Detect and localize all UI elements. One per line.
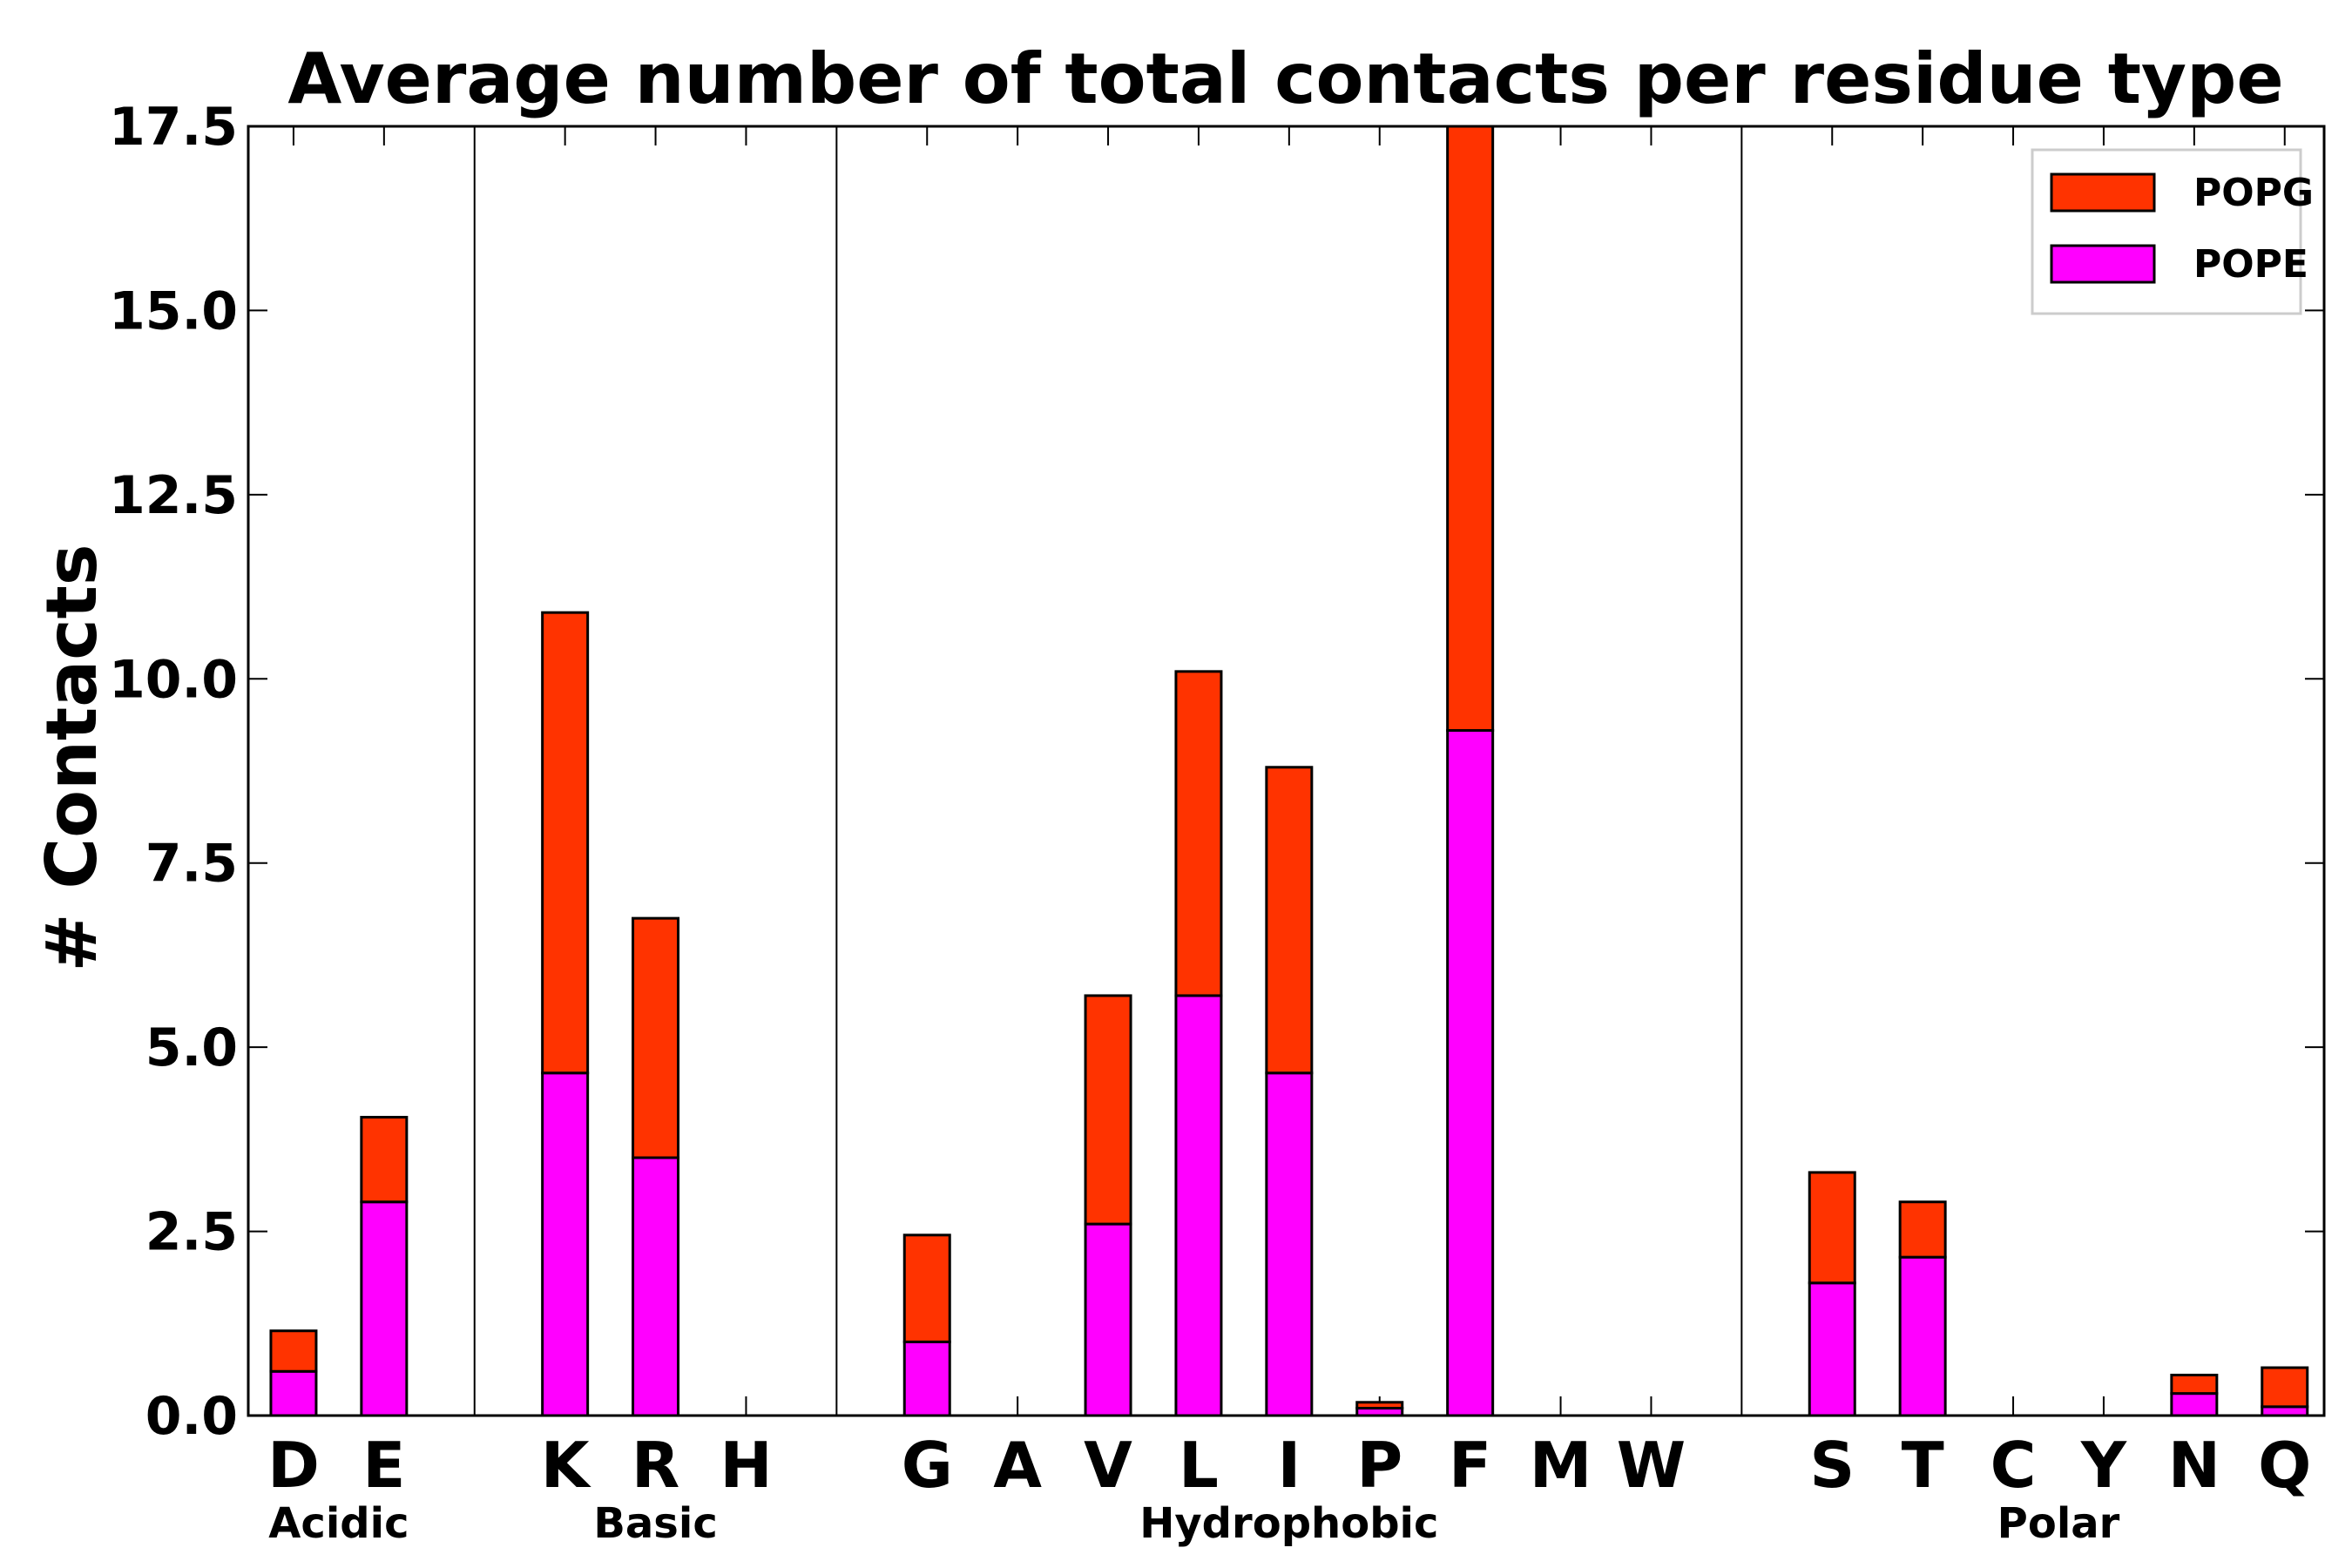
y-tick-label: 7.5 — [145, 834, 238, 895]
x-tick-label-C: C — [1990, 1429, 2037, 1502]
x-tick-label-L: L — [1179, 1429, 1219, 1502]
bar-T-pope — [1898, 1255, 1947, 1417]
x-tick-label-M: M — [1530, 1429, 1592, 1502]
bar-S-popg — [1808, 1171, 1856, 1285]
x-tick-label-Q: Q — [2258, 1429, 2311, 1502]
legend-label-pope: POPE — [2193, 242, 2308, 287]
group-label-polar: Polar — [1997, 1499, 2120, 1548]
x-tick-label-P: P — [1356, 1429, 1402, 1502]
x-tick-label-G: G — [902, 1429, 953, 1502]
x-tick-label-H: H — [720, 1429, 772, 1502]
x-tick-label-N: N — [2168, 1429, 2220, 1502]
y-tick-label: 15.0 — [109, 280, 238, 341]
bar-T-popg — [1898, 1200, 1947, 1259]
x-tick-label-A: A — [993, 1429, 1042, 1502]
bar-N-pope — [2170, 1392, 2219, 1417]
bar-R-pope — [632, 1156, 680, 1417]
x-tick-label-D: D — [267, 1429, 320, 1502]
y-tick-label: 10.0 — [109, 649, 238, 710]
chart-title: Average number of total contacts per res… — [287, 38, 2283, 119]
y-axis-label: # Contacts — [31, 544, 112, 971]
x-tick-label-I: I — [1277, 1429, 1301, 1502]
x-tick-label-R: R — [632, 1429, 679, 1502]
x-tick-label-W: W — [1617, 1429, 1686, 1502]
x-tick-label-T: T — [1902, 1429, 1944, 1502]
bar-Q-popg — [2261, 1366, 2309, 1409]
y-tick-label: 12.5 — [109, 465, 238, 526]
group-label-hydrophobic: Hydrophobic — [1139, 1499, 1438, 1548]
bar-K-popg — [541, 611, 590, 1075]
bar-S-pope — [1808, 1281, 1856, 1417]
x-tick-label-S: S — [1809, 1429, 1855, 1502]
bar-Q-pope — [2261, 1405, 2309, 1417]
bar-F-popg — [1446, 125, 1495, 732]
group-label-basic: Basic — [593, 1499, 717, 1548]
y-tick-label: 0.0 — [145, 1386, 238, 1447]
plot-area: 0.0 2.5 5.0 7.5 10.0 12.5 15.0 17.5 D E K R H G A V L I P F… — [109, 97, 2326, 1548]
bar-R-popg — [632, 916, 680, 1159]
bar-F-pope — [1446, 728, 1495, 1417]
bar-G-pope — [902, 1340, 951, 1417]
legend-label-popg: POPG — [2193, 171, 2314, 215]
bar-K-pope — [541, 1071, 590, 1417]
x-tick-label-F: F — [1449, 1429, 1491, 1502]
legend-swatch-popg — [2050, 172, 2156, 213]
bar-I-popg — [1265, 766, 1314, 1075]
y-tick-label: 2.5 — [145, 1202, 238, 1263]
bar-N-popg — [2170, 1373, 2219, 1396]
bar-L-popg — [1174, 670, 1223, 997]
x-tick-label-E: E — [362, 1429, 405, 1502]
bar-V-popg — [1084, 994, 1132, 1226]
bar-I-pope — [1265, 1071, 1314, 1417]
group-label-acidic: Acidic — [268, 1499, 409, 1548]
bar-V-pope — [1084, 1222, 1132, 1417]
bar-D-popg — [269, 1329, 318, 1373]
plot-frame — [247, 125, 2326, 1417]
x-tick-label-K: K — [541, 1429, 591, 1502]
bar-D-pope — [269, 1369, 318, 1417]
bar-E-popg — [360, 1115, 409, 1204]
x-tick-label-Y: Y — [2080, 1429, 2127, 1502]
y-tick-label: 17.5 — [109, 97, 238, 158]
bar-E-pope — [360, 1200, 409, 1417]
y-tick-label: 5.0 — [145, 1017, 238, 1078]
legend: POPG POPE — [2031, 148, 2314, 315]
bar-G-popg — [902, 1233, 951, 1343]
bar-P-popg — [1355, 1401, 1404, 1410]
x-tick-label-V: V — [1084, 1429, 1132, 1502]
bar-L-pope — [1174, 994, 1223, 1417]
legend-swatch-pope — [2050, 244, 2156, 284]
